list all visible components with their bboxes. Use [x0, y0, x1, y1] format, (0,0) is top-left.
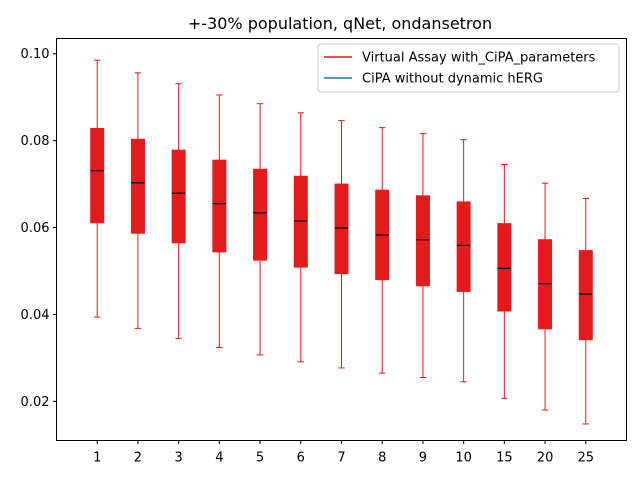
box-body: [456, 201, 471, 292]
box-4: [212, 94, 227, 348]
box-series-group: [90, 59, 593, 425]
x-tick-label: 1: [93, 451, 101, 466]
box-2: [130, 72, 145, 329]
x-tick-label: 7: [337, 451, 345, 466]
x-tick-label: 8: [378, 451, 386, 466]
x-tick-label: 3: [175, 451, 183, 466]
y-tick-label: 0.02: [21, 395, 50, 410]
box-body: [212, 159, 227, 253]
box-body: [293, 175, 308, 268]
y-tick-label: 0.10: [21, 47, 50, 62]
legend-label: CiPA without dynamic hERG: [362, 72, 543, 87]
box-9: [415, 133, 430, 378]
box-10: [456, 139, 471, 383]
x-tick-label: 20: [537, 451, 554, 466]
x-axis: 1 2 3 4 5 6 7 8 9 10 15 20 25: [93, 440, 595, 466]
x-tick-label: 6: [297, 451, 305, 466]
x-tick-label: 9: [419, 451, 427, 466]
box-15: [497, 164, 512, 399]
box-body: [90, 127, 105, 224]
y-tick-label: 0.06: [21, 221, 50, 236]
x-tick-label: 2: [134, 451, 142, 466]
box-body: [334, 183, 349, 275]
box-6: [293, 112, 308, 363]
box-body: [497, 223, 512, 312]
box-1: [90, 59, 105, 318]
box-body: [253, 168, 268, 261]
box-body: [171, 149, 186, 244]
box-body: [415, 195, 430, 287]
y-tick-label: 0.08: [21, 134, 50, 149]
x-tick-label: 4: [215, 451, 223, 466]
chart-title: +-30% population, qNet, ondansetron: [188, 14, 492, 33]
box-7: [334, 120, 349, 369]
box-body: [578, 250, 593, 341]
y-axis: 0.02 0.04 0.06 0.08 0.10: [21, 47, 57, 410]
x-tick-label: 15: [496, 451, 513, 466]
box-8: [375, 127, 390, 374]
x-tick-label: 25: [578, 451, 595, 466]
x-tick-label: 5: [256, 451, 264, 466]
x-tick-label: 10: [455, 451, 472, 466]
box-body: [538, 239, 553, 330]
y-tick-label: 0.04: [21, 308, 50, 323]
box-body: [130, 138, 145, 234]
box-20: [538, 182, 553, 411]
box-25: [578, 197, 593, 425]
legend: Virtual Assay with_CiPA_parameters CiPA w…: [317, 43, 620, 93]
legend-frame: [317, 43, 620, 93]
legend-label: Virtual Assay with_CiPA_parameters: [362, 51, 596, 66]
box-5: [253, 103, 268, 356]
box-3: [171, 83, 186, 339]
